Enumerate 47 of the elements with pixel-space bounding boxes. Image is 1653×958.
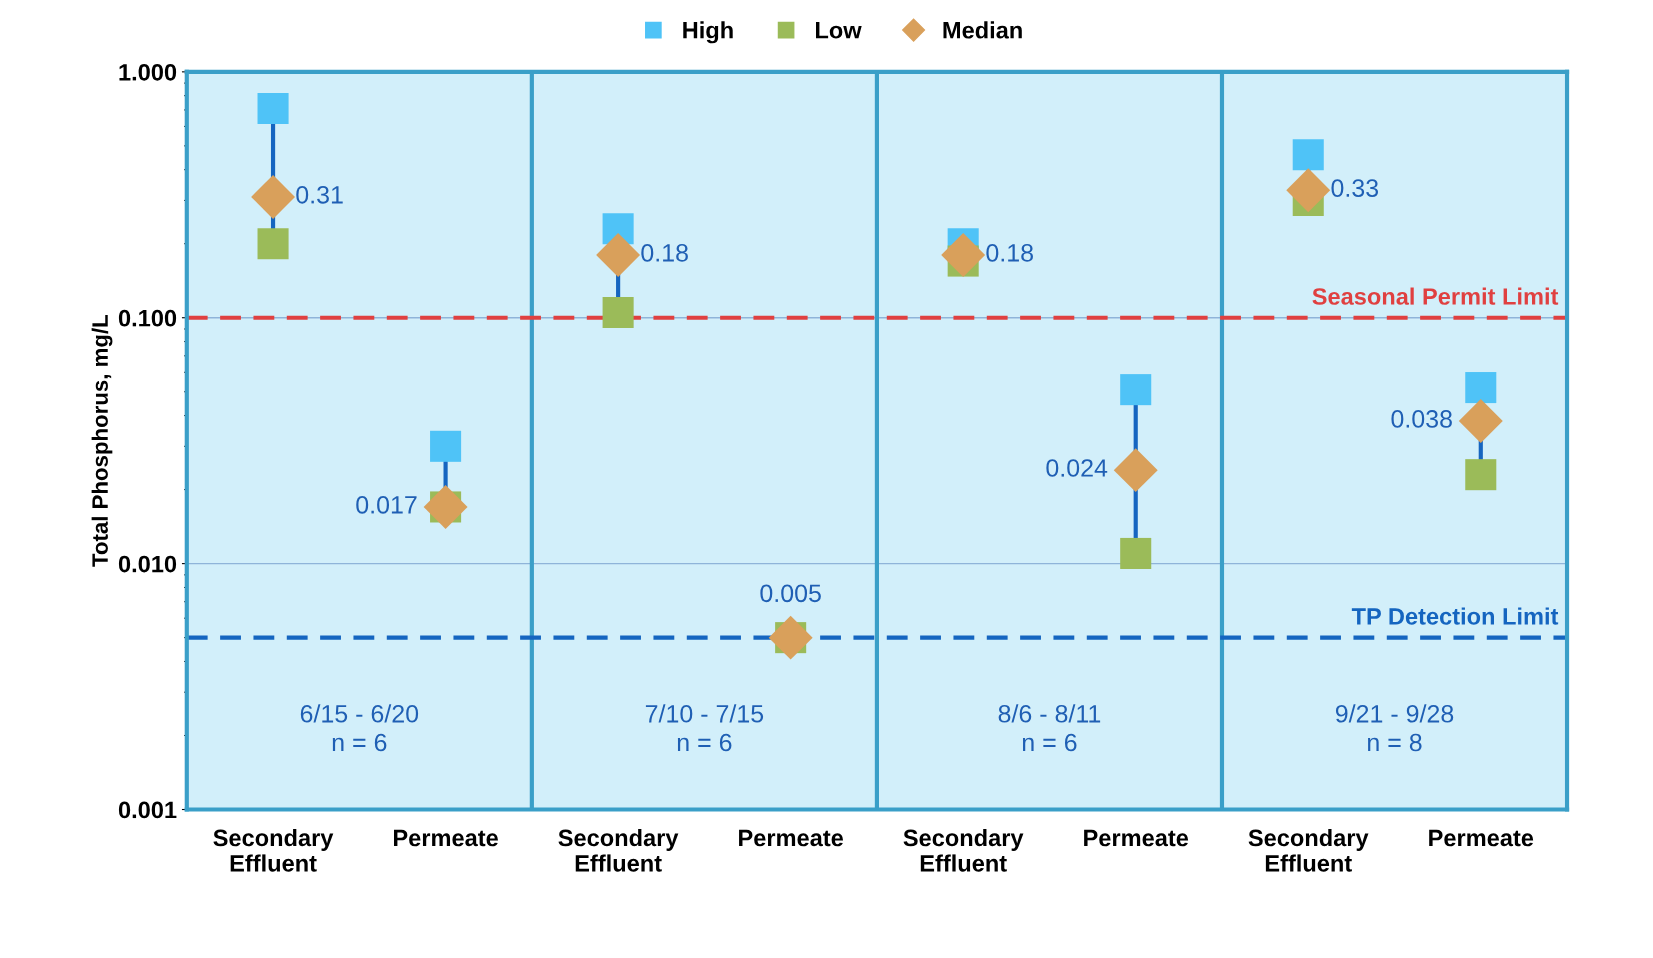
legend-label: Low: [816, 22, 862, 39]
annotation: 6/15 - 6/20 n = 6: [300, 704, 419, 752]
point: [257, 228, 289, 260]
point: [1113, 448, 1158, 493]
point: [1458, 399, 1503, 444]
x-tick-label: Secondary Effluent: [1248, 828, 1369, 872]
data-label: 0.18: [986, 243, 1033, 262]
x-tick-label: Secondary Effluent: [558, 828, 679, 872]
point: [602, 297, 634, 329]
point: [430, 430, 462, 462]
data-label: 0.024: [1046, 459, 1108, 477]
y-tick-label: 1.000: [119, 63, 177, 81]
point: [1120, 537, 1152, 569]
data-label: 0.18: [641, 243, 688, 262]
y-tick-label: 0.100: [118, 309, 177, 327]
data-label: 0.038: [1391, 410, 1452, 428]
x-tick-label: Permeate: [1429, 829, 1534, 847]
y-tick-label: 0.001: [118, 801, 177, 819]
point: [1465, 372, 1497, 404]
x-tick-label: Secondary Effluent: [903, 828, 1024, 872]
point: [251, 174, 296, 219]
ref-line-label: TP Detection Limit: [1351, 607, 1559, 625]
annotation: 8/6 - 8/11 n = 6: [998, 704, 1101, 752]
point: [1286, 168, 1331, 213]
data-label: 0.005: [760, 584, 821, 603]
point: [941, 233, 986, 277]
data-label: 0.31: [296, 185, 343, 204]
x-tick-label: Permeate: [739, 829, 844, 847]
data-label: 0.33: [1331, 179, 1379, 197]
point: [1120, 374, 1152, 406]
point: [257, 92, 289, 124]
x-tick-label: Permeate: [1084, 829, 1189, 847]
point: [423, 485, 468, 529]
ref-line-label: Seasonal Permit Limit: [1312, 287, 1559, 305]
point: [1292, 139, 1324, 171]
data-label: 0.017: [356, 495, 417, 514]
y-tick-label: 0.010: [118, 555, 177, 573]
point: [1465, 459, 1497, 491]
x-tick-label: Permeate: [394, 829, 498, 847]
legend-label: Median: [943, 21, 1022, 39]
point: [768, 615, 813, 660]
annotation: 9/21 - 9/28 n = 8: [1335, 704, 1454, 752]
legend-label: High: [683, 21, 733, 44]
x-tick-label: Secondary Effluent: [213, 828, 334, 872]
y-axis-title: Total Phosphorus, mg/L: [91, 315, 113, 567]
annotation: 7/10 - 7/15 n = 6: [645, 704, 764, 752]
point: [596, 233, 641, 277]
